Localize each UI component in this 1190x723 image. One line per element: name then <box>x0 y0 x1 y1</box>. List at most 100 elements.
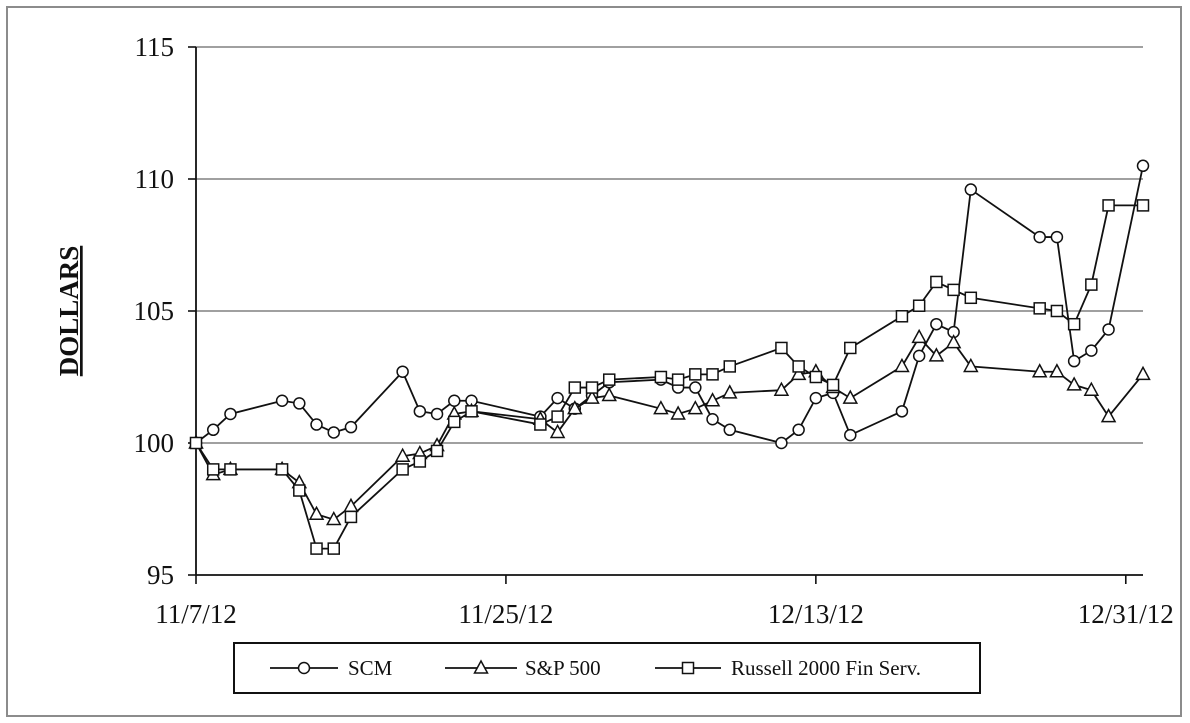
data-point <box>534 418 547 431</box>
data-point <box>1083 381 1100 396</box>
data-point <box>1050 304 1064 318</box>
data-point <box>293 484 306 497</box>
x-tick-label: 11/25/12 <box>458 599 553 629</box>
data-point <box>912 299 926 312</box>
data-point <box>465 405 478 418</box>
data-point <box>1033 230 1046 244</box>
line-chart: 95 100 105 110 115 11/7/12 11/25/12 12/13/12 12/… <box>54 32 1174 694</box>
legend-label: SCM <box>348 656 393 680</box>
data-point <box>394 447 411 462</box>
legend-marker-square <box>681 661 695 675</box>
y-axis-title: DOLLARS <box>54 246 84 377</box>
data-point <box>1085 278 1098 291</box>
data-point <box>293 397 306 410</box>
data-point <box>1085 344 1098 357</box>
data-point <box>448 394 461 408</box>
data-point <box>723 360 737 373</box>
data-point <box>275 463 289 476</box>
data-point <box>448 415 461 429</box>
data-point <box>327 542 340 555</box>
data-point <box>964 291 978 305</box>
data-point <box>585 381 599 394</box>
data-point <box>928 347 945 362</box>
data-point <box>894 357 910 373</box>
y-tick-label: 115 <box>135 32 175 62</box>
data-point <box>704 392 721 407</box>
chart-frame: 95 100 105 110 115 11/7/12 11/25/12 12/13/12 12/… <box>6 6 1182 717</box>
data-point <box>689 381 702 394</box>
data-point <box>189 436 203 450</box>
data-point <box>396 365 409 378</box>
data-point <box>1067 354 1081 368</box>
data-point <box>809 391 823 405</box>
y-tick-label: 105 <box>134 296 175 326</box>
data-point <box>430 444 444 458</box>
data-point <box>1031 363 1048 378</box>
data-point <box>601 386 617 402</box>
data-point <box>792 360 805 373</box>
data-point <box>773 381 790 396</box>
data-point <box>275 394 289 408</box>
data-point <box>792 423 805 437</box>
data-point <box>584 389 600 404</box>
data-point <box>930 275 943 289</box>
series-square <box>189 199 1150 555</box>
data-point <box>670 405 686 420</box>
data-point <box>722 384 738 399</box>
data-point <box>325 510 342 526</box>
data-point <box>308 505 325 521</box>
series-line <box>195 204 1143 550</box>
y-tick-label: 100 <box>134 428 175 458</box>
data-point <box>567 400 583 415</box>
data-point <box>310 418 323 431</box>
data-point <box>1033 302 1046 315</box>
legend: SCM S&P 500 Russell 2000 Fin Serv. <box>233 642 981 694</box>
data-point <box>327 426 340 439</box>
data-point <box>895 310 909 323</box>
data-point <box>947 283 960 297</box>
data-point <box>1136 199 1150 212</box>
data-point <box>775 341 788 355</box>
series-triangle <box>188 328 1151 526</box>
data-point <box>310 542 323 555</box>
data-point <box>706 368 719 381</box>
y-tick-label: 95 <box>147 560 174 590</box>
series-line <box>195 165 1144 444</box>
data-point <box>1100 408 1117 423</box>
data-point <box>809 370 823 384</box>
data-point <box>1050 230 1064 244</box>
data-point <box>1049 363 1065 378</box>
data-point <box>549 423 566 439</box>
data-point <box>775 436 788 450</box>
data-point <box>945 334 962 349</box>
data-point <box>654 370 668 384</box>
data-point <box>1136 159 1150 173</box>
gridlines <box>196 46 1143 444</box>
data-point <box>344 510 358 524</box>
data-point <box>413 405 427 418</box>
data-point <box>790 365 807 381</box>
legend-marker-circle <box>297 661 311 675</box>
data-point <box>551 410 564 423</box>
data-point <box>344 420 358 434</box>
data-point <box>413 455 427 468</box>
data-point <box>671 373 685 386</box>
data-point <box>1102 199 1115 212</box>
series-group <box>188 159 1151 555</box>
data-point <box>911 328 927 344</box>
data-point <box>1067 317 1081 331</box>
data-point <box>224 463 237 476</box>
data-point <box>689 368 702 381</box>
data-point <box>551 391 564 405</box>
legend-label: Russell 2000 Fin Serv. <box>731 656 921 680</box>
data-point <box>964 183 978 196</box>
data-point <box>206 423 220 437</box>
x-tick-label: 12/31/12 <box>1078 599 1174 629</box>
data-point <box>396 463 409 476</box>
series-circle <box>189 159 1150 450</box>
data-point <box>930 317 943 331</box>
data-point <box>430 407 444 421</box>
data-point <box>842 389 859 404</box>
data-point <box>687 400 704 415</box>
y-tick-label: 110 <box>135 164 175 194</box>
